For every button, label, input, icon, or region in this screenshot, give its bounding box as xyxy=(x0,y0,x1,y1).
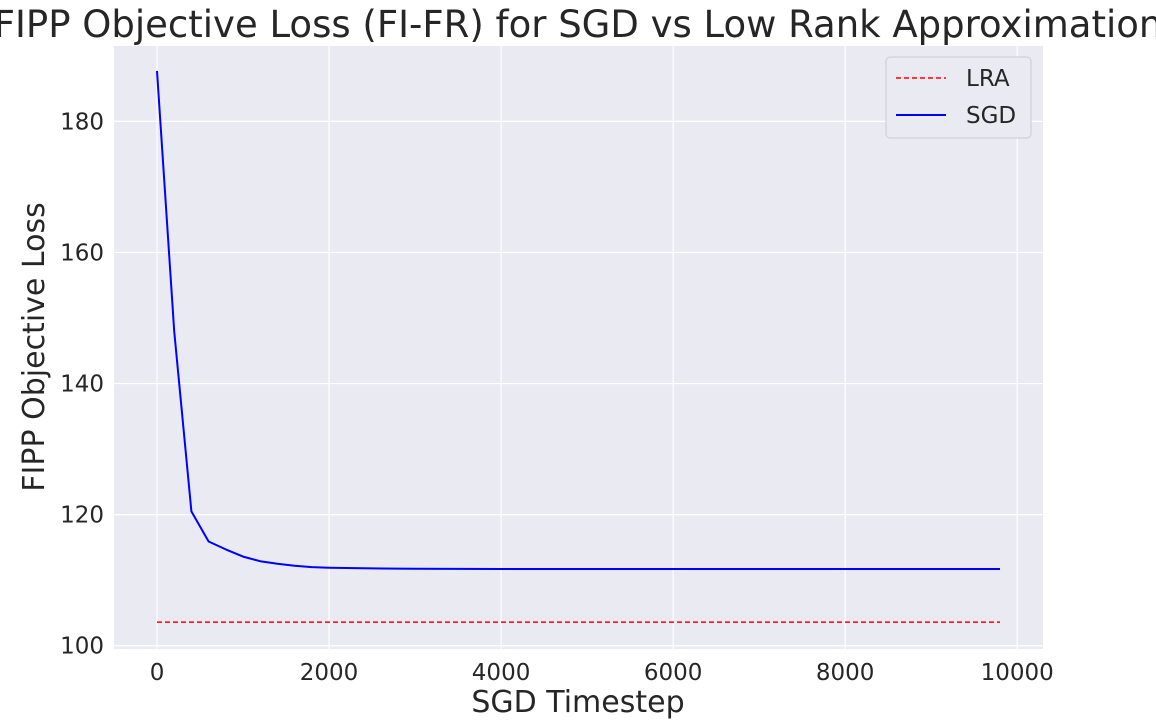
y-tick-label: 120 xyxy=(60,503,104,529)
x-axis-label: SGD Timestep xyxy=(471,685,684,720)
x-tick-label: 6000 xyxy=(644,660,703,686)
x-tick-label: 4000 xyxy=(472,660,531,686)
legend: LRA SGD xyxy=(885,56,1032,139)
series-lines xyxy=(156,70,1000,623)
legend-label-lra: LRA xyxy=(966,66,1010,92)
y-tick-label: 140 xyxy=(60,372,104,398)
x-tick-label: 0 xyxy=(150,660,165,686)
y-axis-label: FIPP Objective Loss xyxy=(17,202,52,491)
chart-title: FIPP Objective Loss (FI-FR) for SGD vs L… xyxy=(0,3,1156,46)
x-tick-labels: 0 2000 4000 6000 8000 10000 xyxy=(150,660,1054,686)
x-tick-label: 2000 xyxy=(300,660,359,686)
y-tick-labels: 100 120 140 160 180 xyxy=(60,109,104,659)
y-tick-label: 180 xyxy=(60,109,104,135)
y-tick-label: 100 xyxy=(60,634,104,660)
legend-label-sgd: SGD xyxy=(966,103,1016,129)
x-tick-label: 10000 xyxy=(981,660,1054,686)
series-line-sgd xyxy=(156,70,1000,570)
x-tick-label: 8000 xyxy=(816,660,875,686)
y-tick-label: 160 xyxy=(60,240,104,266)
plot-background xyxy=(114,46,1043,649)
